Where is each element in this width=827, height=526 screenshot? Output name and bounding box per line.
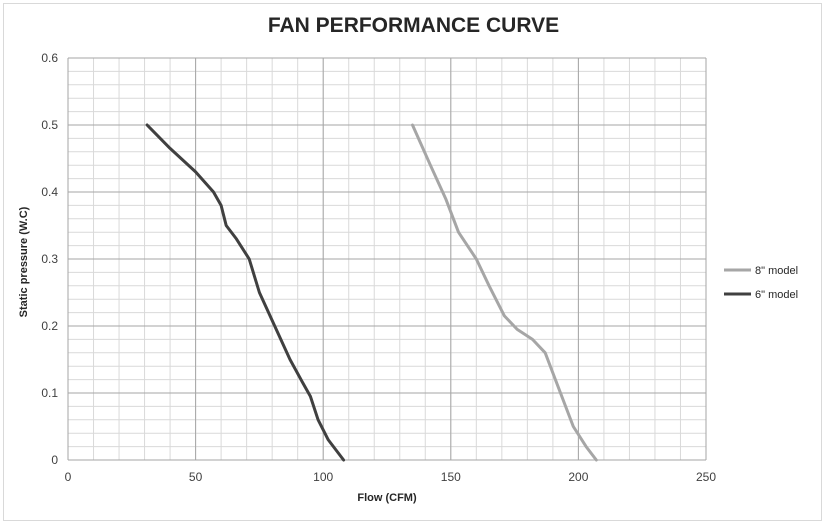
- legend-label: 8" model: [755, 265, 798, 277]
- y-tick-label: 0.2: [41, 319, 58, 333]
- legend-label: 6" model: [755, 289, 798, 301]
- y-tick-label: 0.6: [41, 51, 58, 65]
- major-grid: [67, 57, 707, 461]
- x-tick-label: 0: [65, 470, 72, 484]
- x-tick-label: 150: [441, 470, 461, 484]
- x-tick-label: 100: [313, 470, 333, 484]
- y-tick-label: 0.3: [41, 252, 58, 266]
- tick-labels: 0 50 100 150 200 250 0 0.1 0.2 0.3 0.4 0.5 0.6: [41, 51, 716, 484]
- series-line-6in-model: [145, 123, 346, 462]
- chart-frame: [3, 3, 822, 521]
- y-tick-label: 0.4: [41, 185, 58, 199]
- series-layer: [145, 123, 598, 462]
- y-tick-label: 0.1: [41, 386, 58, 400]
- x-tick-label: 200: [568, 470, 588, 484]
- x-tick-label: 250: [696, 470, 716, 484]
- chart-title: FAN PERFORMANCE CURVE: [267, 14, 560, 37]
- y-axis-label: Static pressure (W.C): [18, 206, 30, 317]
- y-tick-label: 0.5: [41, 118, 58, 132]
- legend: 8" model 6" model: [724, 265, 798, 301]
- x-axis-label: Flow (CFM): [357, 492, 417, 504]
- y-tick-label: 0: [51, 453, 58, 467]
- series-line-8in-model: [411, 123, 598, 462]
- x-tick-label: 50: [189, 470, 203, 484]
